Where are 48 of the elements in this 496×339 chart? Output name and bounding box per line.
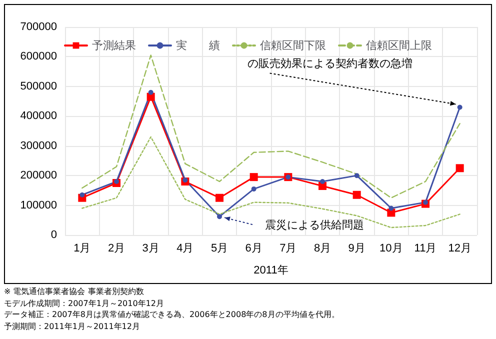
y-tick-label: 700000 bbox=[20, 21, 57, 33]
point bbox=[423, 200, 428, 205]
annotation: 震災による供給問題 bbox=[265, 218, 364, 232]
legend-label: 実 績 bbox=[176, 39, 220, 52]
point bbox=[354, 173, 360, 178]
point bbox=[457, 104, 462, 110]
x-tick-label: 9月 bbox=[348, 242, 366, 254]
x-tick-label: 6月 bbox=[245, 242, 262, 254]
point bbox=[352, 190, 361, 199]
legend-label: 信頼区間上限 bbox=[366, 39, 432, 52]
point bbox=[217, 214, 222, 220]
point bbox=[182, 178, 188, 183]
x-tick-label: 2月 bbox=[108, 242, 126, 254]
text: ※ 電気通信事業者協会 事業者別契約数 bbox=[4, 286, 145, 298]
text: 予測期間：2011年1月～2011年12月 bbox=[4, 320, 141, 332]
point bbox=[80, 192, 85, 198]
point bbox=[320, 179, 325, 184]
point bbox=[216, 194, 224, 202]
y-tick-label: 600000 bbox=[20, 50, 57, 63]
text: データ補正：2007年8月は異常値が確認できる為、2006年と2008年の8月の平均値を代用。 bbox=[4, 309, 340, 320]
y-tick-label: 500000 bbox=[20, 80, 57, 92]
y-tick-label: 400000 bbox=[20, 110, 57, 122]
line-series bbox=[82, 54, 460, 198]
y-tick-label: 300000 bbox=[20, 140, 57, 152]
x-axis-title: 2011年 bbox=[254, 264, 288, 276]
y-tick-label: 0 bbox=[50, 229, 57, 241]
line-series bbox=[82, 136, 460, 228]
text: モデル作成期間：2007年1月～2010年12月 bbox=[4, 298, 165, 309]
point bbox=[250, 173, 258, 182]
annotation: の販売効果による契約者数の急増 bbox=[247, 57, 412, 70]
x-tick-label: 4月 bbox=[176, 242, 194, 254]
point bbox=[148, 90, 154, 95]
legend-label: 予測結果 bbox=[92, 39, 136, 52]
point bbox=[456, 164, 464, 172]
x-tick-label: 5月 bbox=[210, 242, 228, 254]
x-tick-label: 1月 bbox=[74, 242, 91, 254]
y-tick-label: 200000 bbox=[20, 170, 57, 182]
y-tick-label: 100000 bbox=[20, 199, 57, 212]
x-tick-label: 7月 bbox=[280, 242, 297, 254]
point bbox=[388, 206, 394, 211]
x-tick-label: 8月 bbox=[314, 242, 332, 254]
point bbox=[251, 186, 256, 192]
x-tick-label: 10月 bbox=[380, 242, 403, 254]
point bbox=[114, 179, 119, 184]
x-tick-label: 3月 bbox=[142, 242, 160, 254]
legend-label: 信頼区間下限 bbox=[260, 39, 326, 52]
x-tick-label: 12月 bbox=[448, 242, 472, 254]
x-tick-label: 11月 bbox=[414, 242, 437, 254]
